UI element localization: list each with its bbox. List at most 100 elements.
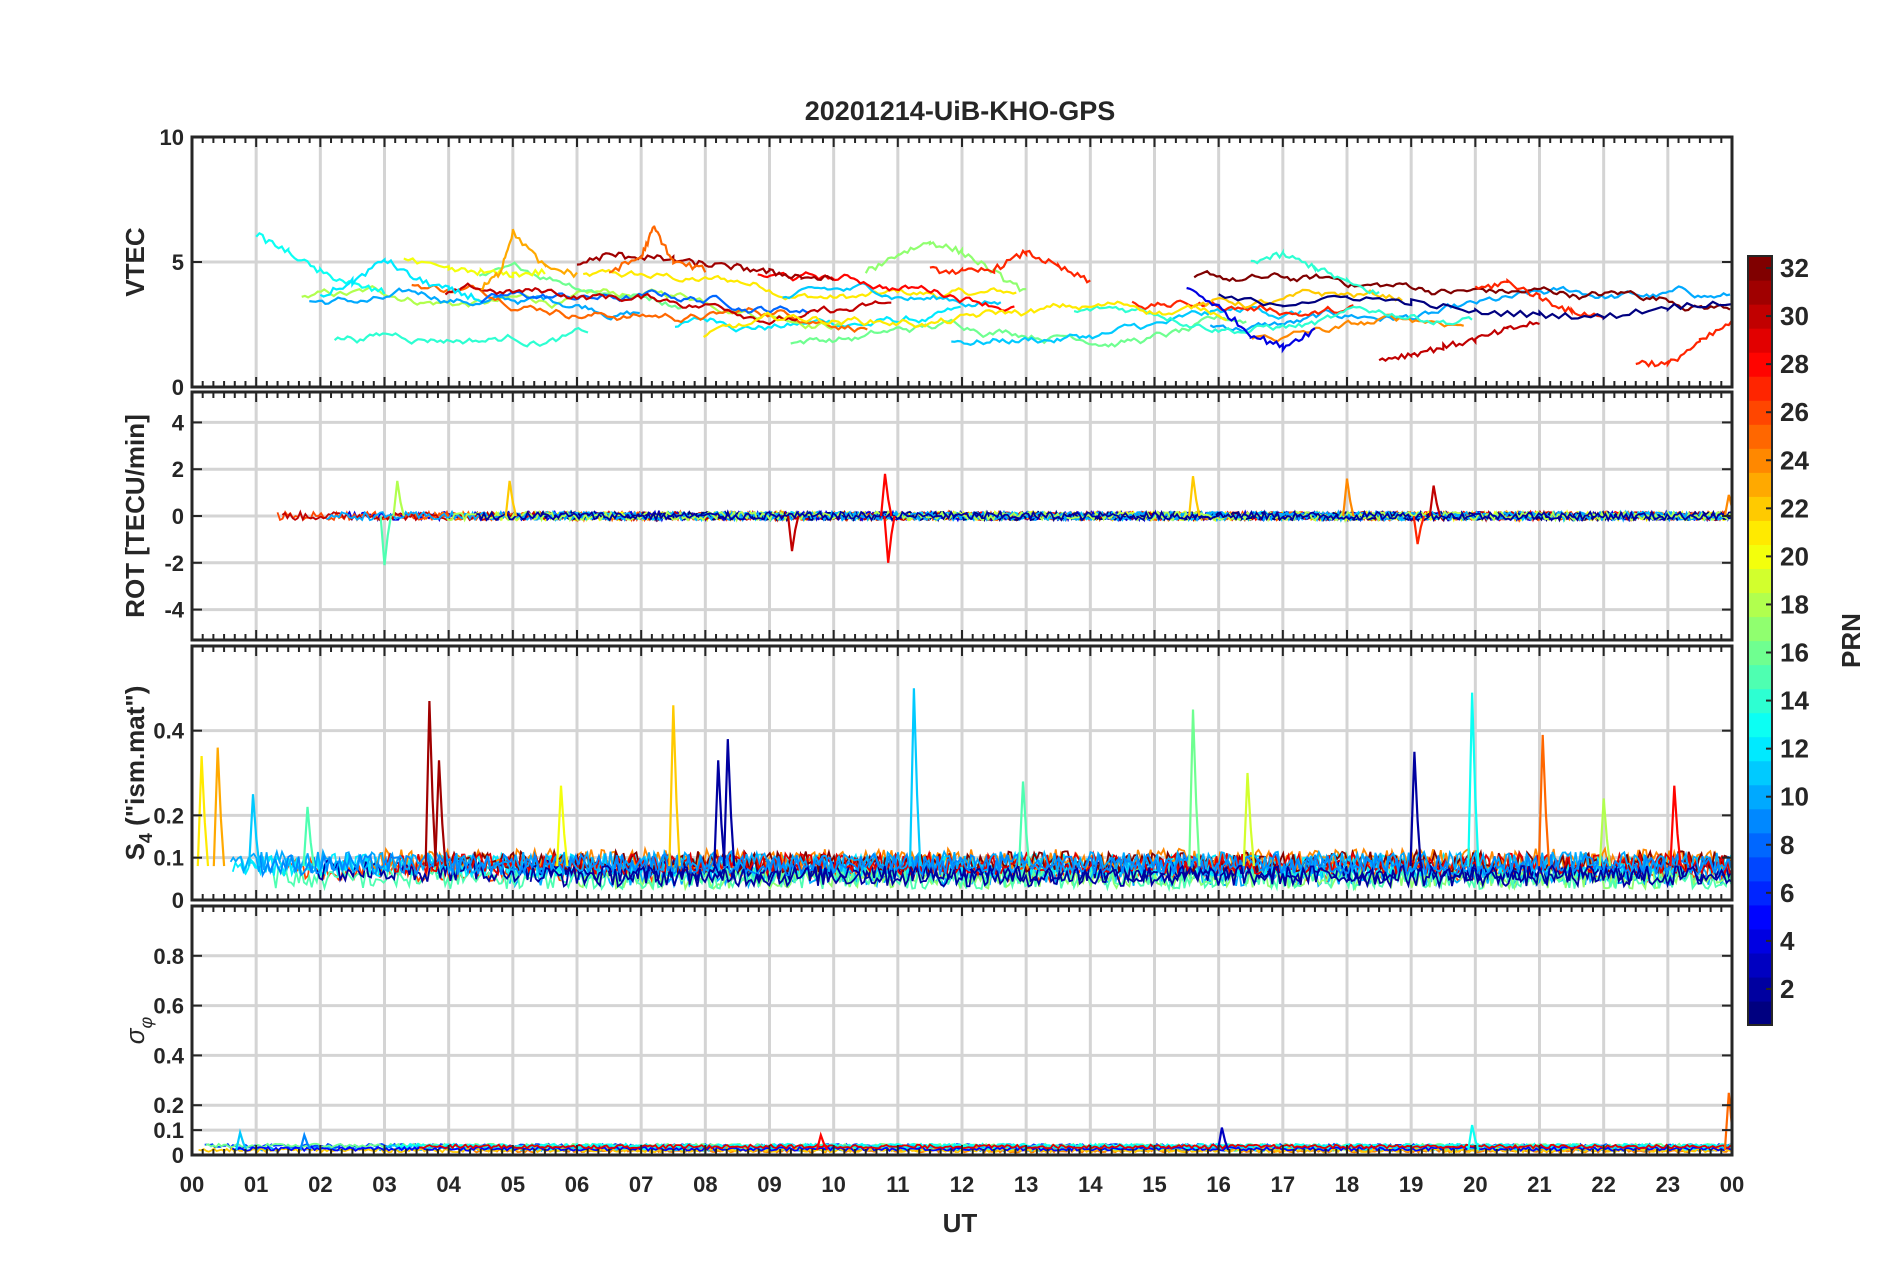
y-tick-label: 10 <box>160 125 184 150</box>
x-tick-label: 14 <box>1078 1172 1103 1197</box>
s4-spike-prn-28 <box>1669 785 1682 867</box>
x-tick-labels: 00 01 02 03 04 05 06 07 08 09 10 11 12 13 14 15 16 17 18 19… <box>180 1172 1744 1197</box>
rot-spike-prn-22 <box>1188 476 1201 517</box>
x-tick-label: 18 <box>1335 1172 1359 1197</box>
vtec-series-prn-27 <box>1474 278 1605 320</box>
sigma_phi-trace <box>419 1143 1732 1150</box>
colorbar-tick-label: 26 <box>1780 397 1809 427</box>
series-group-vtec <box>255 225 1732 368</box>
colorbar-tick-label: 22 <box>1780 493 1809 523</box>
y-axis-label-s4: S4 ("ism.mat") <box>120 686 156 861</box>
vtec-trace <box>444 282 892 326</box>
colorbar-segment <box>1748 664 1772 690</box>
vtec-trace <box>790 314 1247 348</box>
rot-spike-prn-24 <box>1342 478 1355 517</box>
s4-spike-prn-11 <box>248 794 261 867</box>
y-tick-label: 4 <box>172 410 185 435</box>
colorbar-segment <box>1748 712 1772 738</box>
s4-spike-prn-23 <box>212 747 226 867</box>
s4-trace <box>259 851 1732 879</box>
y-tick-label: 0 <box>172 1143 184 1168</box>
x-tick-label: 15 <box>1142 1172 1166 1197</box>
vtec-series-prn-14 <box>1250 248 1380 296</box>
x-tick-label: 06 <box>565 1172 589 1197</box>
rot-spike-prn-24 <box>1723 494 1732 517</box>
rot-spike-prn-27 <box>1412 515 1426 545</box>
x-tick-label: 08 <box>693 1172 717 1197</box>
x-tick-label: 00 <box>180 1172 204 1197</box>
colorbar-tick-label: 2 <box>1780 974 1794 1004</box>
vtec-series-prn-27 <box>1635 319 1732 368</box>
rot-spike-prn-15 <box>379 515 392 566</box>
rot-spike-prn-28 <box>883 515 896 563</box>
vtec-trace <box>478 261 682 310</box>
x-tick-label: 00 <box>1720 1172 1744 1197</box>
colorbar-segment <box>1748 856 1772 882</box>
colorbar-segment <box>1748 808 1772 834</box>
colorbar-tick-label: 6 <box>1780 878 1794 908</box>
y-tick-label: 0.6 <box>153 994 184 1019</box>
x-tick-label: 04 <box>436 1172 461 1197</box>
y-tick-label: -4 <box>164 598 184 623</box>
s4-spike-prn-2 <box>1409 751 1422 867</box>
vtec-series-prn-4 <box>1186 286 1316 354</box>
vtec-series-prn-12 <box>319 257 482 303</box>
series-group-s4 <box>196 688 1732 892</box>
panel-sigma_phi: 00.10.2 0.4 0.6 0.8 σφ <box>120 904 1734 1168</box>
colorbar-segment <box>1748 1000 1772 1026</box>
sigma_phi-spike-prn-28 <box>815 1131 829 1151</box>
s4-spike-prn-2 <box>713 760 726 867</box>
colorbar-tick-label: 4 <box>1780 926 1795 956</box>
colorbar-tick-label: 24 <box>1780 445 1809 475</box>
vtec-series-prn-25 <box>608 225 707 274</box>
vtec-series-prn-31 <box>576 251 835 282</box>
vtec-trace <box>1131 299 1354 317</box>
vtec-series-prn-30 <box>1378 320 1540 362</box>
s4-spike-prn-13 <box>1467 692 1480 867</box>
vtec-series-prn-1 <box>1218 293 1732 321</box>
rot-trace <box>476 509 1732 523</box>
x-tick-label: 07 <box>629 1172 653 1197</box>
vtec-trace <box>333 326 589 348</box>
colorbar-tick-label: 12 <box>1780 734 1809 764</box>
colorbar-label: PRN <box>1836 613 1866 668</box>
x-tick-label: 22 <box>1591 1172 1615 1197</box>
colorbar-tick-label: 28 <box>1780 349 1809 379</box>
colorbar-segment <box>1748 280 1772 305</box>
colorbar-segment <box>1748 904 1772 930</box>
colorbar-tick-label: 20 <box>1780 541 1809 571</box>
colorbar-tick-label: 18 <box>1780 589 1809 619</box>
colorbar-tick-label: 32 <box>1780 253 1809 283</box>
x-tick-label: 23 <box>1656 1172 1680 1197</box>
x-tick-label: 12 <box>950 1172 974 1197</box>
s4-spike-prn-25 <box>1537 734 1551 867</box>
s4-spike-prn-2 <box>722 739 736 867</box>
vtec-series-prn-27 <box>929 248 1091 284</box>
x-tick-label: 11 <box>886 1172 909 1197</box>
colorbar-tick-label: 8 <box>1780 830 1794 860</box>
y-tick-label: 0 <box>172 888 184 913</box>
vtec-trace <box>703 300 1228 338</box>
x-tick-label: 16 <box>1206 1172 1230 1197</box>
colorbar-segment <box>1748 568 1772 594</box>
vtec-series-prn-17 <box>864 240 1027 293</box>
sigma_phi-spike-prn-3 <box>1216 1127 1230 1151</box>
s4-spike-prn-21 <box>196 756 210 867</box>
colorbar-segment <box>1748 328 1772 353</box>
y-tick-label: 5 <box>172 250 184 275</box>
s4-spike-prn-19 <box>1242 772 1256 867</box>
y-tick-label: 0 <box>172 504 184 529</box>
y-tick-label: 0 <box>172 375 184 400</box>
vtec-series-prn-20 <box>403 257 546 279</box>
x-axis-label: UT <box>943 1208 978 1238</box>
x-tick-label: 05 <box>501 1172 525 1197</box>
y-tick-label: -2 <box>164 551 184 576</box>
s4-trace <box>529 863 1732 890</box>
x-tick-label: 09 <box>757 1172 781 1197</box>
x-tick-label: 01 <box>244 1172 268 1197</box>
colorbar-frame <box>1747 255 1773 1026</box>
panel-vtec: 0 5 10 VTEC <box>120 125 1734 400</box>
